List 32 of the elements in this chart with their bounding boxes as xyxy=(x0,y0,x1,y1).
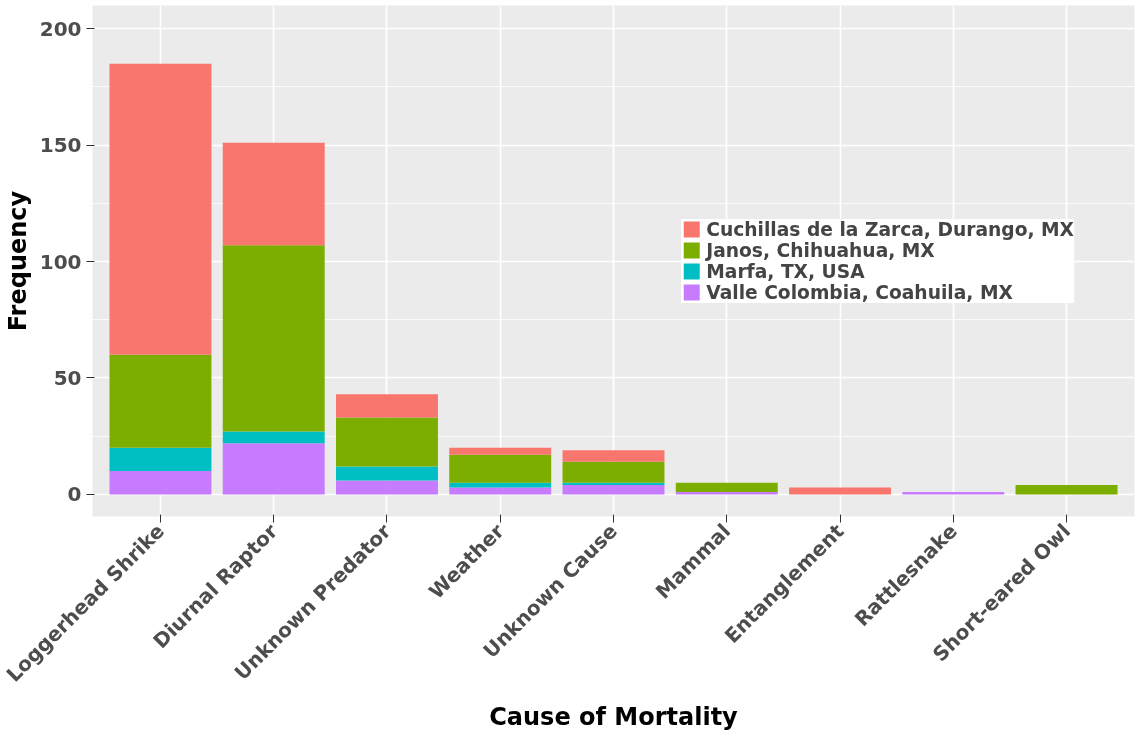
y-tick-label: 150 xyxy=(39,133,82,158)
bar xyxy=(336,480,438,495)
bar xyxy=(562,485,665,495)
bar xyxy=(449,447,552,455)
bar xyxy=(336,394,438,418)
x-axis-title: Cause of Mortality xyxy=(489,702,739,731)
bar xyxy=(109,63,212,355)
bar xyxy=(1015,485,1118,495)
y-tick-label: 200 xyxy=(39,16,82,41)
y-axis-title: Frequency xyxy=(3,190,32,332)
bar xyxy=(336,466,438,481)
bar xyxy=(109,354,212,448)
bar xyxy=(222,142,325,246)
y-tick-label: 100 xyxy=(39,249,82,274)
y-tick-label: 0 xyxy=(67,482,82,507)
bar xyxy=(222,431,325,444)
legend-label: Cuchillas de la Zarca, Durango, MX xyxy=(706,218,1074,240)
legend-label: Valle Colombia, Coahuila, MX xyxy=(706,281,1013,303)
legend-label: Janos, Chihuahua, MX xyxy=(706,239,935,261)
y-tick-label: 50 xyxy=(53,365,82,390)
bar xyxy=(562,450,665,462)
bar xyxy=(109,447,212,472)
bar xyxy=(789,487,891,495)
bar xyxy=(336,417,438,467)
legend-label: Marfa, TX, USA xyxy=(706,260,865,282)
bar xyxy=(449,454,552,483)
bar xyxy=(562,461,665,483)
bar xyxy=(222,443,325,495)
bar xyxy=(222,245,325,432)
bar xyxy=(109,471,212,495)
bar xyxy=(675,482,778,493)
bar xyxy=(449,487,552,495)
